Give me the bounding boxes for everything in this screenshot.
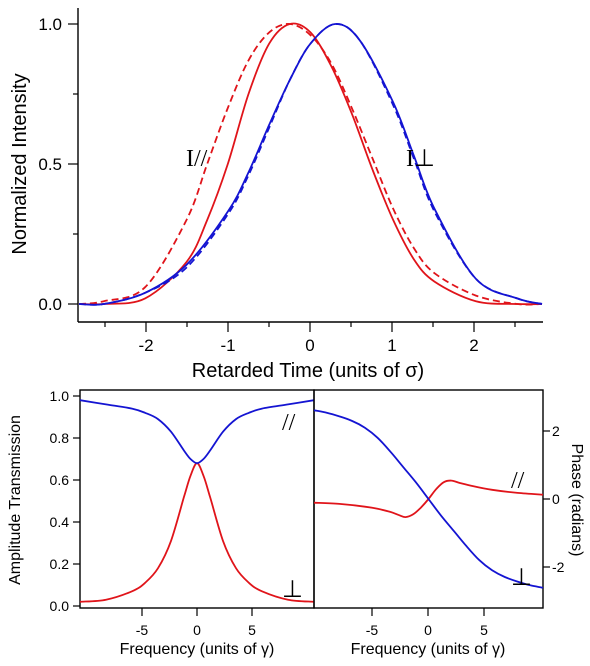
bl-ytick-label: 0.8 xyxy=(50,430,70,446)
br-series-0 xyxy=(313,479,544,519)
top-y-axis: 1.0 0.5 0.0 xyxy=(38,8,79,322)
top-xtick-label: 1 xyxy=(387,336,396,355)
i-perp-annotation: I⊥ xyxy=(406,146,435,172)
br-ytick-label: -2 xyxy=(552,559,565,575)
bottom-left-chart: 1.0 0.8 0.6 0.4 0.2 0.0 -5 0 5 Frequency… xyxy=(7,388,315,658)
br-perp-annotation: ⊥ xyxy=(511,565,532,591)
bl-ytick-label: 0.2 xyxy=(50,556,70,572)
br-xtick-label: -5 xyxy=(366,622,379,638)
top-ytick-label: 0.5 xyxy=(38,155,62,174)
bottom-right-chart: 2 0 -2 -5 0 5 Frequency (units of γ) Pha… xyxy=(313,389,585,658)
top-chart: 1.0 0.5 0.0 -2 -1 0 1 2 Retarded Time (u… xyxy=(9,8,543,382)
top-series-1 xyxy=(78,23,543,306)
top-series-2 xyxy=(78,23,543,306)
bl-xtick-label: 5 xyxy=(248,622,256,638)
top-ytick-label: 1.0 xyxy=(38,15,62,34)
br-series-1 xyxy=(313,409,544,589)
top-xtick-label: -1 xyxy=(220,336,235,355)
top-y-axis-label: Normalized Intensity xyxy=(9,73,31,254)
top-series-3 xyxy=(78,23,543,306)
top-ytick-label: 0.0 xyxy=(38,295,62,314)
top-xtick-label: 2 xyxy=(469,336,478,355)
top-x-axis-label: Retarded Time (units of σ) xyxy=(192,360,424,382)
bl-y-axis-label: Amplitude Transmission xyxy=(7,415,24,585)
top-series-lines xyxy=(78,22,543,306)
br-series-lines xyxy=(313,409,544,589)
top-series-0 xyxy=(78,22,543,306)
br-y-axis-label: Phase (radians) xyxy=(568,444,585,557)
bl-parallel-annotation: // xyxy=(282,410,296,436)
br-x-axis-label: Frequency (units of γ) xyxy=(351,641,506,658)
bl-xtick-label: -5 xyxy=(136,622,149,638)
top-x-axis: -2 -1 0 1 2 xyxy=(78,321,543,355)
bl-ytick-label: 1.0 xyxy=(50,388,70,404)
bl-ytick-label: 0.6 xyxy=(50,472,70,488)
bl-xtick-label: 0 xyxy=(193,622,201,638)
top-xtick-label: -2 xyxy=(138,336,153,355)
br-parallel-annotation: // xyxy=(511,468,525,494)
bl-ytick-label: 0.0 xyxy=(50,598,70,614)
br-ytick-label: 0 xyxy=(552,491,560,507)
br-ytick-label: 2 xyxy=(552,423,560,439)
bl-x-axis-label: Frequency (units of γ) xyxy=(120,641,275,658)
bl-series-0 xyxy=(79,462,315,603)
i-parallel-annotation: I// xyxy=(186,146,208,172)
bl-ytick-label: 0.4 xyxy=(50,514,70,530)
bl-series-1 xyxy=(79,399,315,465)
top-xtick-label: 0 xyxy=(305,336,314,355)
bl-series-lines xyxy=(79,399,315,603)
br-xtick-label: 5 xyxy=(480,622,488,638)
br-xtick-label: 0 xyxy=(424,622,432,638)
bl-perp-annotation: ⊥ xyxy=(282,577,303,603)
